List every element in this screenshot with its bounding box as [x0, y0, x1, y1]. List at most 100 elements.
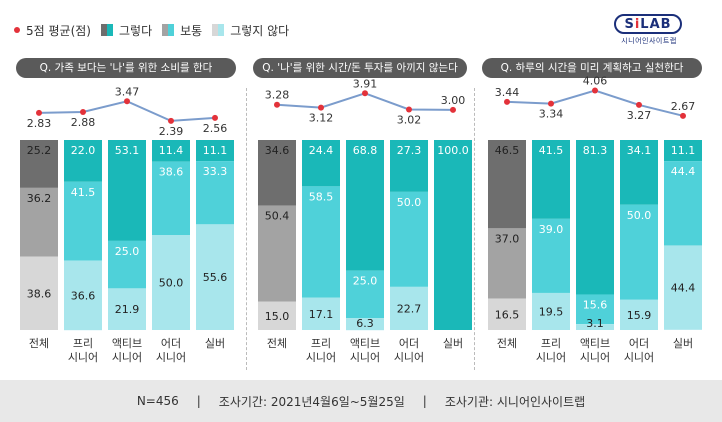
mean-value-p3-c1: 3.44 — [495, 86, 520, 99]
mean-dot-p3-c1 — [504, 98, 510, 105]
legend-agree-label: 그렇다 — [118, 23, 153, 38]
bar-p1-c1-s3 — [20, 256, 58, 330]
bar-p2-c1-s1 — [258, 140, 296, 206]
mean-value-p2-c2: 3.12 — [309, 112, 334, 125]
category-label-p2-c1: 전체 — [267, 337, 287, 350]
bar-label-p2-c4-s2: 50.0 — [397, 196, 422, 209]
logo-text-lab: LAB — [640, 16, 672, 32]
mean-value-p1-c5: 2.56 — [203, 122, 228, 135]
bar-label-p1-c2-s1: 22.0 — [71, 144, 96, 157]
mean-value-p3-c4: 3.27 — [627, 109, 652, 122]
mean-value-p1-c1: 2.83 — [27, 117, 52, 130]
mean-dot-p2-c5 — [450, 106, 456, 113]
bar-label-p2-c3-s3: 6.3 — [356, 317, 374, 330]
bar-p1-c2-s2 — [64, 181, 102, 261]
bar-p1-c2-s1 — [64, 140, 102, 182]
bar-p1-c5-s2 — [196, 161, 234, 225]
bar-label-p3-c1-s2: 37.0 — [495, 232, 520, 245]
bar-p2-c3-s3 — [346, 318, 384, 331]
footer: N=456 | 조사기간: 2021년4월6일~5월25일 | 조사기관: 시니… — [0, 380, 722, 422]
bar-p3-c4-s1 — [620, 140, 658, 205]
panel-1-title: Q. 가족 보다는 '나'를 위한 소비를 한다 — [16, 58, 236, 78]
panel-divider-1 — [246, 88, 247, 370]
bar-p1-c5-s1 — [196, 140, 234, 162]
bar-p1-c1-s2 — [20, 187, 58, 257]
mean-dot-p1-c4 — [168, 117, 174, 124]
bar-p1-c3-s3 — [108, 288, 146, 330]
bar-p3-c5-s2 — [664, 161, 702, 246]
mean-dot-p3-c2 — [548, 100, 554, 107]
legend-mean: 5점 평균(점) — [14, 22, 91, 39]
bar-p3-c1-s1 — [488, 140, 526, 229]
bar-label-p1-c5-s3: 55.6 — [203, 271, 228, 284]
footer-separator-1: | — [196, 394, 201, 408]
mean-value-p2-c3: 3.91 — [353, 77, 378, 90]
category-label-p2-c2: 프리 시니어 — [306, 337, 336, 364]
category-label-p3-c5: 실버 — [673, 337, 693, 350]
bar-p2-c3-s1 — [346, 140, 384, 271]
logo-subtitle: 시니어인사이트랩 — [621, 37, 677, 45]
legend-mean-label: 5점 평균(점) — [26, 23, 91, 38]
bar-p3-c3-s1 — [576, 140, 614, 295]
bar-p2-c3-s2 — [346, 270, 384, 319]
bar-p3-c4-s2 — [620, 204, 658, 300]
bar-label-p3-c3-s2: 15.6 — [583, 298, 608, 311]
bar-label-p2-c4-s3: 22.7 — [397, 302, 422, 315]
bar-label-p1-c4-s1: 11.4 — [159, 144, 184, 157]
category-label-p2-c3: 액티브 시니어 — [350, 337, 380, 364]
mean-dot-p1-c1 — [36, 109, 42, 116]
mean-dot-p2-c1 — [274, 101, 280, 108]
bar-p1-c4-s1 — [152, 140, 190, 162]
mean-value-p2-c4: 3.02 — [397, 113, 422, 126]
bar-p3-c1-s3 — [488, 298, 526, 330]
bar-p3-c5-s1 — [664, 140, 702, 162]
panel-2-title: Q. '나'를 위한 시간/돈 투자를 아끼지 않는다 — [253, 58, 467, 78]
footer-survey-org: 조사기관: 시니어인사이트랩 — [444, 394, 586, 409]
mean-value-p3-c2: 3.34 — [539, 108, 564, 121]
legend-mean-dot — [14, 27, 20, 33]
footer-separator-2: | — [422, 394, 427, 408]
bar-label-p1-c4-s2: 38.6 — [159, 166, 184, 179]
logo-text-i: i — [634, 16, 641, 32]
bar-p3-c2-s1 — [532, 140, 570, 219]
legend-agree: 그렇다 — [100, 22, 153, 39]
bar-p1-c1-s1 — [20, 140, 58, 188]
mean-line-p3 — [506, 89, 684, 117]
bar-label-p1-c5-s2: 33.3 — [203, 165, 228, 178]
bar-label-p1-c3-s3: 21.9 — [115, 303, 140, 316]
bar-label-p1-c5-s1: 11.1 — [203, 144, 228, 157]
bar-p3-c2-s3 — [532, 292, 570, 330]
bar-p1-c5-s3 — [196, 224, 234, 330]
mean-dot-p1-c2 — [80, 109, 86, 115]
mean-dot-p2-c2 — [318, 104, 324, 111]
footer-survey-period: 조사기간: 2021년4월6일~5월25일 — [218, 394, 405, 409]
legend: 5점 평균(점) 그렇다 보통 그렇지 않다 — [14, 22, 299, 38]
legend-disagree-swatch — [212, 24, 225, 36]
bar-label-p3-c4-s3: 15.9 — [627, 309, 652, 322]
bar-p1-c3-s2 — [108, 240, 146, 289]
bar-label-p2-c1-s1: 34.6 — [265, 144, 290, 157]
bar-p2-c4-s1 — [390, 140, 428, 192]
mean-dot-p2-c3 — [362, 90, 368, 97]
bar-label-p3-c2-s1: 41.5 — [539, 144, 564, 157]
category-label-p1-c1: 전체 — [29, 337, 49, 350]
bar-label-p1-c3-s1: 53.1 — [115, 144, 140, 157]
category-label-p3-c3: 액티브 시니어 — [580, 337, 610, 364]
legend-disagree: 그렇지 않다 — [212, 22, 289, 39]
bar-label-p1-c1-s3: 38.6 — [27, 287, 52, 300]
mean-value-p2-c5: 3.00 — [441, 94, 466, 107]
bar-label-p3-c1-s1: 46.5 — [495, 144, 520, 157]
mean-value-p1-c2: 2.88 — [71, 116, 96, 129]
bar-label-p3-c5-s3: 44.4 — [671, 282, 696, 295]
bar-p1-c2-s3 — [64, 260, 102, 331]
bar-p1-c3-s1 — [108, 140, 146, 241]
category-label-p2-c5: 실버 — [443, 337, 463, 350]
bar-p2-c2-s2 — [302, 186, 340, 298]
bar-p3-c3-s2 — [576, 294, 614, 325]
bar-p3-c1-s2 — [488, 228, 526, 299]
bar-p3-c5-s3 — [664, 245, 702, 330]
bar-label-p2-c2-s2: 58.5 — [309, 190, 334, 203]
category-label-p1-c4: 어더 시니어 — [156, 337, 186, 364]
mean-dot-p3-c5 — [680, 112, 686, 119]
